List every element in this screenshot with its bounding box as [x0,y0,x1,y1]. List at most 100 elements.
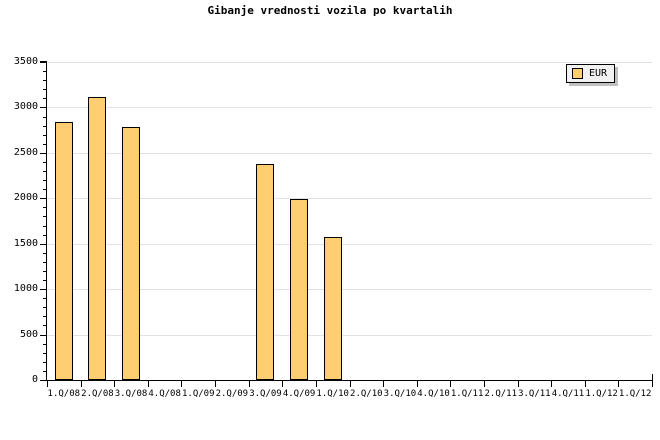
y-tick-minor [43,126,47,127]
bar[interactable] [55,122,73,380]
y-tick-major [40,244,47,245]
x-tick [450,381,451,387]
x-axis-tick-label: 4.Q/10 [417,389,450,399]
x-axis-tick-label: 4.Q/09 [282,389,316,399]
x-axis-tick-label: 2.Q/11 [484,389,517,399]
y-axis-tick-label: 1500 [13,238,38,249]
gridline [47,335,652,336]
y-axis-tick-label: 1000 [13,283,38,294]
y-tick-minor [43,271,47,272]
y-tick-minor [43,71,47,72]
y-axis-top-cap [40,61,47,62]
x-tick [47,381,48,387]
y-axis-labels: 0 500 1000 1500 2000 2500 3000 3500 [0,0,38,440]
x-tick [383,381,384,387]
x-tick [215,381,216,387]
x-tick [518,381,519,387]
x-tick [484,381,485,387]
y-axis-tick-label: 2500 [13,147,38,158]
x-axis-line [46,380,653,381]
y-tick-minor [43,89,47,90]
y-tick-major [40,289,47,290]
y-tick-minor [43,117,47,118]
bar[interactable] [324,237,342,380]
gridline [47,153,652,154]
bar[interactable] [88,97,106,380]
x-axis-tick-label: 4.Q/11 [551,389,585,399]
y-tick-minor [43,235,47,236]
y-tick-minor [43,344,47,345]
y-tick-major [40,62,47,63]
bar[interactable] [256,164,274,380]
gridline [47,244,652,245]
gridline [47,107,652,108]
y-tick-minor [43,226,47,227]
y-tick-minor [43,180,47,181]
x-tick [585,381,586,387]
y-tick-minor [43,307,47,308]
x-tick [417,381,418,387]
y-tick-major [40,107,47,108]
y-axis-tick-label: 3000 [13,101,38,112]
x-axis-tick-label: 3.Q/09 [249,389,282,399]
y-tick-minor [43,371,47,372]
y-axis-tick-label: 3500 [13,56,38,67]
x-tick [316,381,317,387]
x-tick [181,381,182,387]
x-tick [114,381,115,387]
y-tick-major [40,380,47,381]
chart-title: Gibanje vrednosti vozila po kvartalih [207,4,453,17]
x-axis-tick-label: 3.Q/08 [114,389,148,399]
y-axis-tick-label: 2000 [13,192,38,203]
x-axis-tick-label: 2.Q/10 [350,389,383,399]
y-tick-minor [43,144,47,145]
y-axis-line [46,61,47,381]
x-axis-tick-label: 4.Q/08 [148,389,181,399]
bar[interactable] [122,127,140,380]
y-tick-minor [43,216,47,217]
plot-area [47,62,652,380]
x-axis-tick-label: 1.Q/12 [585,389,618,399]
x-tick [249,381,250,387]
gridline [47,198,652,199]
y-tick-major [40,153,47,154]
y-tick-minor [43,298,47,299]
y-tick-minor [43,207,47,208]
x-axis-tick-label: 3.Q/10 [383,389,417,399]
x-axis-tick-label: 1.Q/11 [450,389,484,399]
gridline [47,289,652,290]
x-axis-tick-label: 2.Q/08 [81,389,114,399]
x-tick [81,381,82,387]
gridline-top [47,62,652,63]
y-axis-tick-label: 500 [19,329,38,340]
y-tick-minor [43,98,47,99]
x-axis-tick-label: 1.Q/12 [618,389,652,399]
y-tick-minor [43,162,47,163]
y-tick-major [40,198,47,199]
y-tick-minor [43,280,47,281]
bar[interactable] [290,199,308,380]
x-axis-tick-label: 2.Q/09 [215,389,249,399]
y-tick-minor [43,262,47,263]
y-tick-major [40,335,47,336]
x-tick [148,381,149,387]
x-axis-tick-label: 1.Q/09 [181,389,215,399]
legend-label-eur: EUR [589,68,608,79]
x-axis-tick-label: 1.Q/08 [47,389,81,399]
y-tick-minor [43,189,47,190]
x-tick [618,381,619,387]
x-tick [652,381,653,387]
x-axis-right-cap [652,374,653,381]
legend-swatch-eur [572,68,583,79]
x-tick [551,381,552,387]
y-tick-minor [43,80,47,81]
y-tick-minor [43,362,47,363]
y-tick-minor [43,353,47,354]
y-axis-tick-label: 0 [31,374,38,385]
y-tick-minor [43,171,47,172]
x-axis-tick-label: 3.Q/11 [518,389,551,399]
y-tick-minor [43,135,47,136]
legend[interactable]: EUR [566,64,616,83]
x-tick [282,381,283,387]
